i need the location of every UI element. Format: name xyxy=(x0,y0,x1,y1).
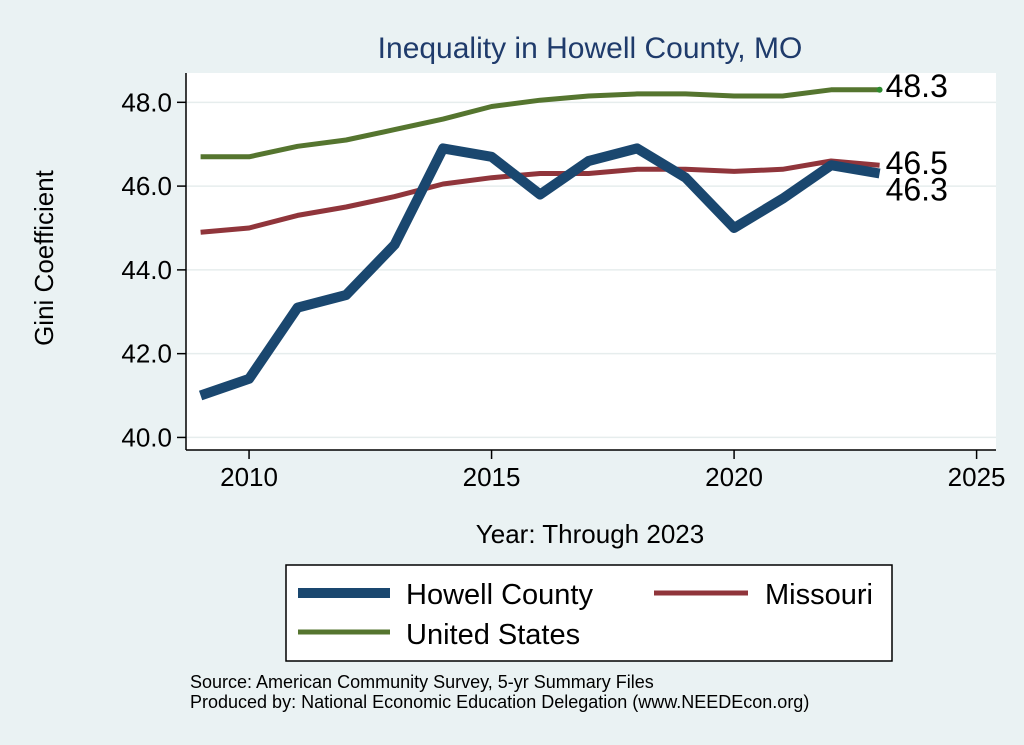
end-label-howell-county: 46.3 xyxy=(886,172,948,208)
series-endpoint-united-states xyxy=(876,86,883,93)
x-tick-label: 2010 xyxy=(220,462,278,492)
legend-label-missouri: Missouri xyxy=(765,579,873,611)
legend-label-howell-county: Howell County xyxy=(406,579,593,611)
end-labels: 46.346.5 48.3 xyxy=(886,68,948,208)
produced-by-note: Produced by: National Economic Education… xyxy=(190,692,809,712)
legend-label-united-states: United States xyxy=(406,619,580,651)
x-tick-label: 2015 xyxy=(463,462,521,492)
end-label-united-states: 48.3 xyxy=(886,68,948,104)
y-axis-title: Gini Coefficient xyxy=(29,169,59,346)
y-tick-label: 46.0 xyxy=(121,171,172,201)
y-tick-label: 40.0 xyxy=(121,422,172,452)
end-label-missouri: 46.5 xyxy=(886,145,948,181)
series-line-united-states xyxy=(200,87,880,160)
x-tick-label: 2025 xyxy=(948,462,1006,492)
series-line-howell-county xyxy=(198,143,881,401)
tick-labels: 40.0 42.0 44.0 46.0 48.0 2010 2015 2020 2025 xyxy=(121,87,1005,492)
source-note: Source: American Community Survey, 5-yr … xyxy=(190,672,654,692)
y-tick-label: 44.0 xyxy=(121,255,172,285)
series-lines xyxy=(198,86,883,401)
x-axis-title: Year: Through 2023 xyxy=(476,519,704,549)
y-tick-label: 48.0 xyxy=(121,87,172,117)
x-tick-label: 2020 xyxy=(705,462,763,492)
legend: Howell County Missouri United States xyxy=(285,564,893,662)
plot-area xyxy=(186,73,996,450)
y-tick-label: 42.0 xyxy=(121,339,172,369)
series-line-missouri xyxy=(200,158,880,235)
grid xyxy=(186,101,996,439)
axes xyxy=(177,73,996,459)
legend-box xyxy=(285,564,893,662)
chart-title: Inequality in Howell County, MO xyxy=(378,32,803,65)
